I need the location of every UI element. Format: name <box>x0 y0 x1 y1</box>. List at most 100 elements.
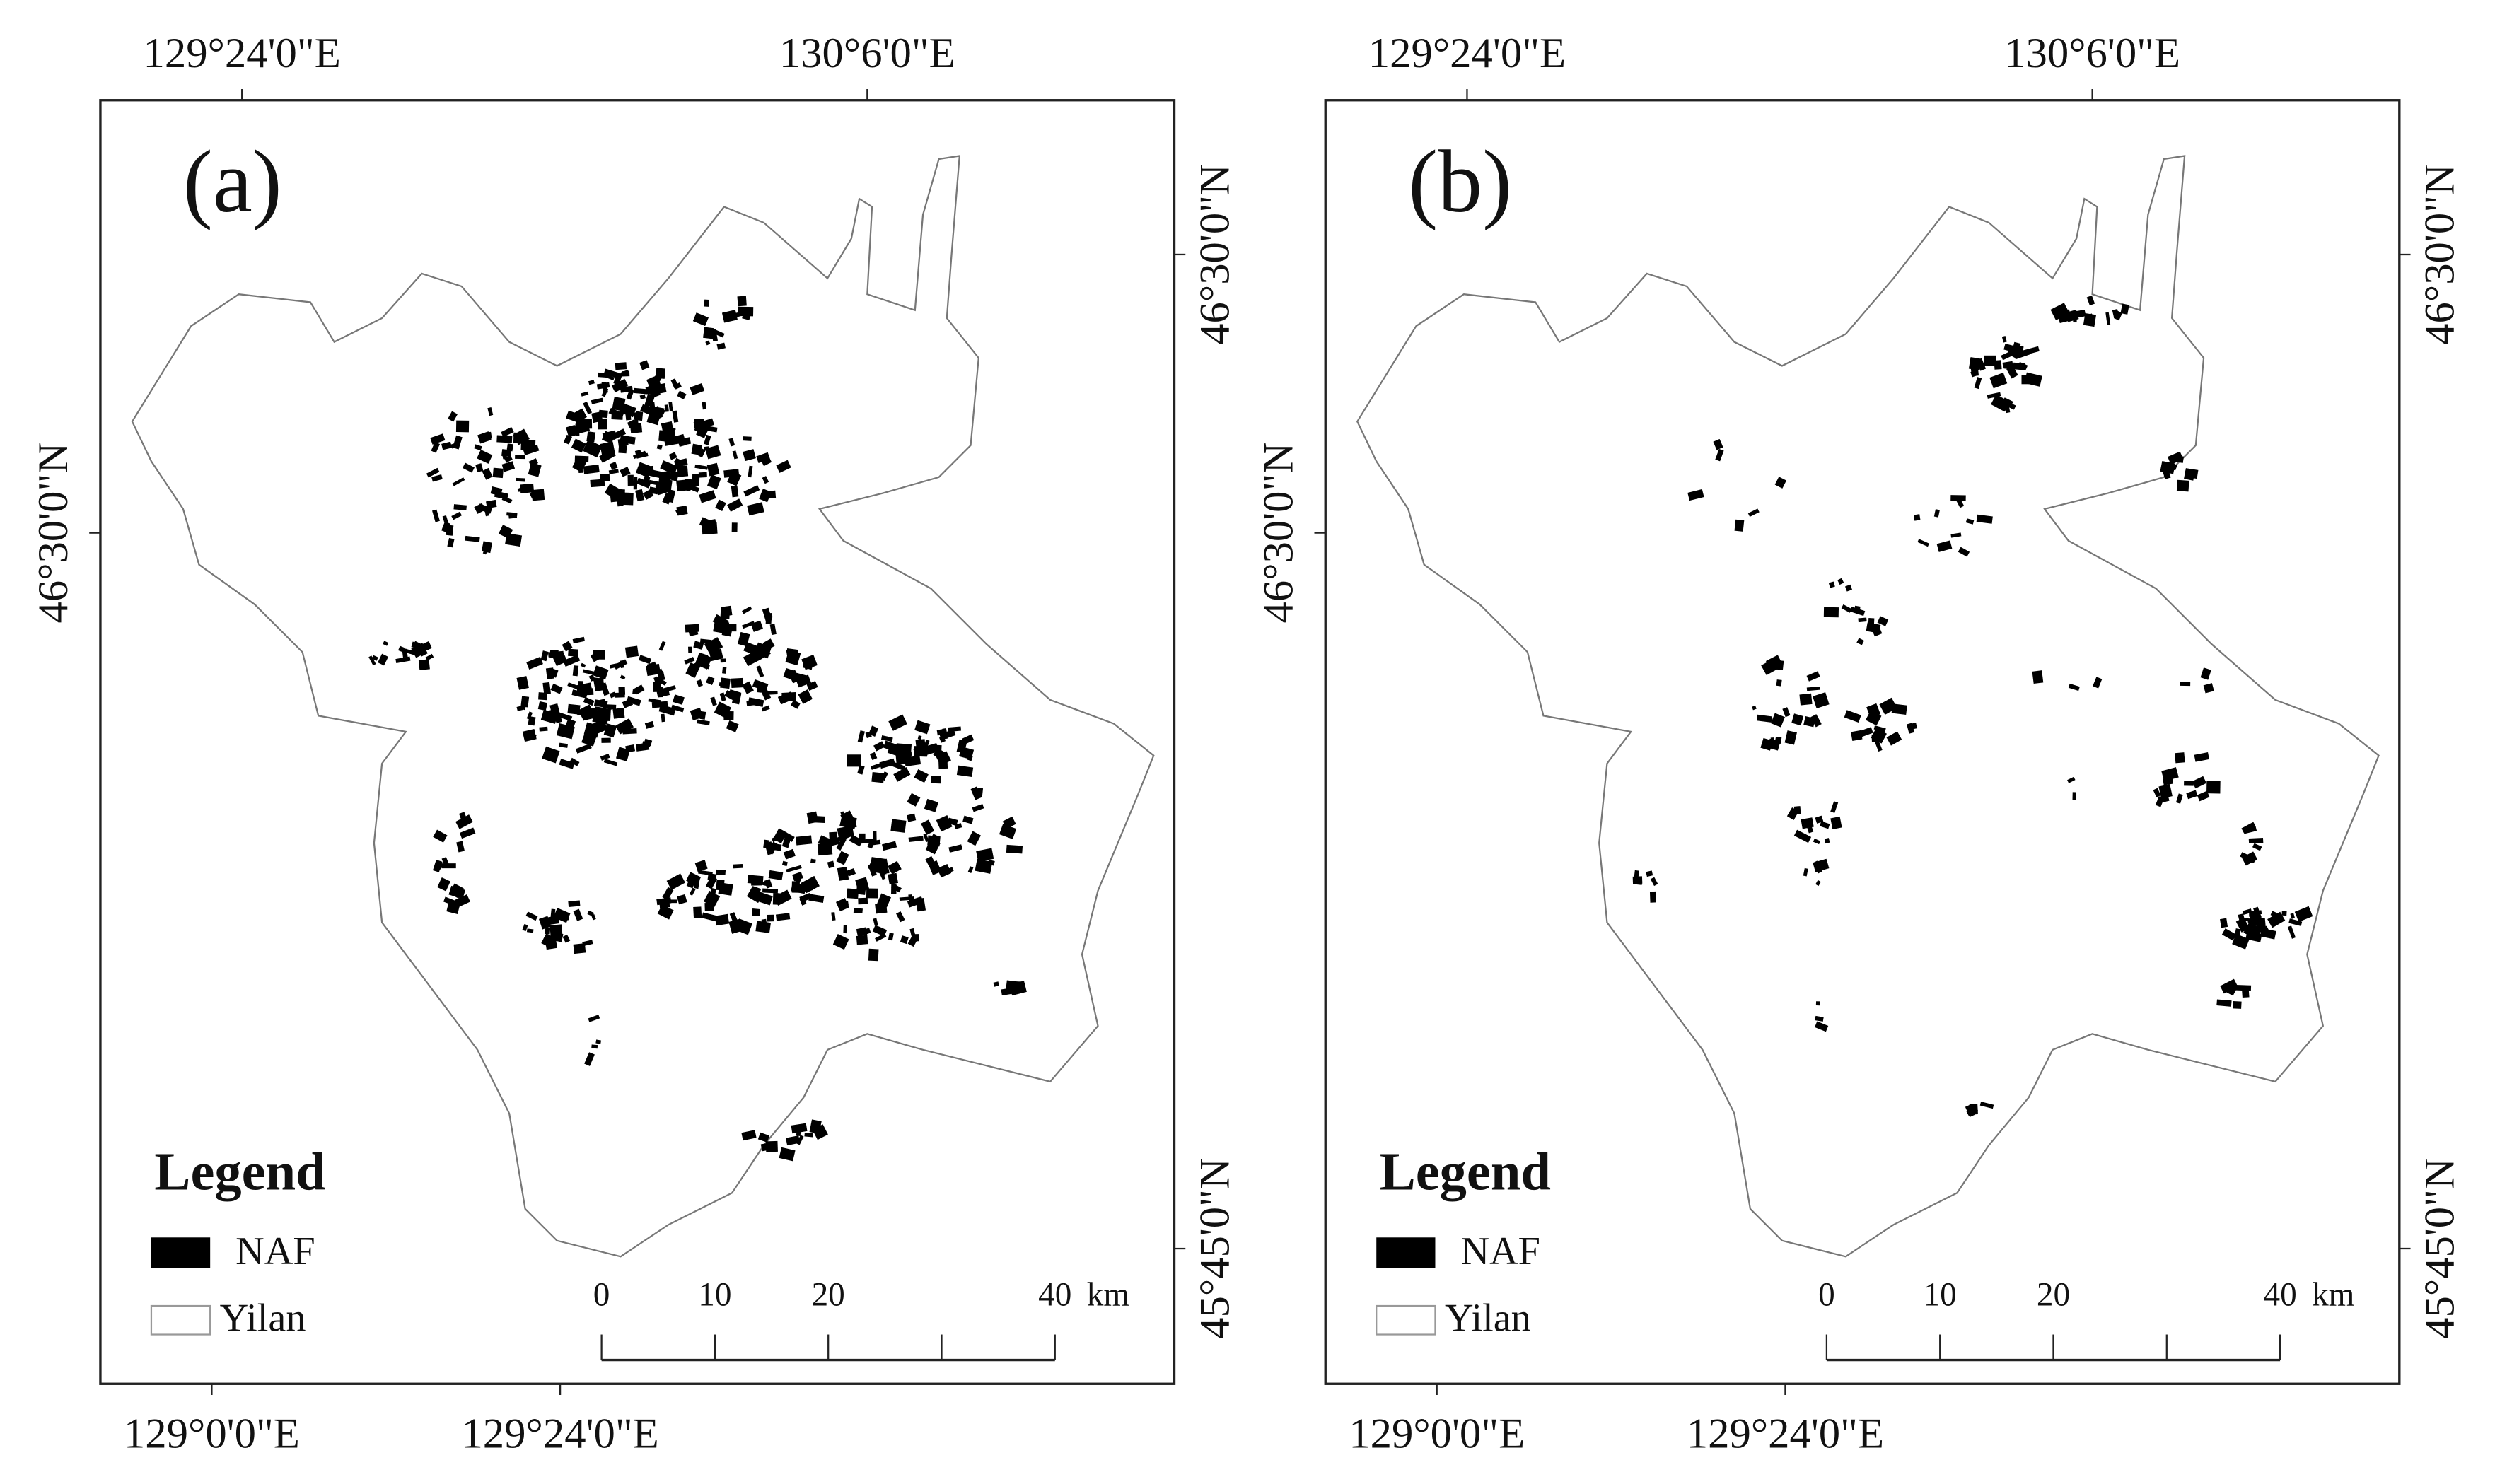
naf-patch <box>879 758 896 769</box>
naf-patch <box>873 831 877 843</box>
naf-patch <box>542 682 551 695</box>
coord-label: 129°24'0"E <box>1368 30 1566 77</box>
naf-patch <box>640 404 653 415</box>
naf-patch <box>596 382 610 390</box>
naf-patch <box>644 738 653 747</box>
legend-swatch <box>151 1237 211 1268</box>
naf-patch <box>549 709 557 721</box>
naf-patch <box>896 911 905 923</box>
naf-patch <box>498 525 513 539</box>
naf-patch <box>715 499 726 511</box>
naf-patch <box>716 880 725 891</box>
naf-patch <box>1687 489 1704 501</box>
naf-patch <box>1869 626 1876 632</box>
naf-patch <box>728 689 742 700</box>
naf-patch <box>976 848 994 863</box>
naf-patch <box>783 848 796 860</box>
legend-title: Legend <box>1380 1141 1551 1201</box>
naf-patch <box>2242 908 2252 916</box>
naf-patch <box>541 933 558 950</box>
naf-patch <box>378 653 389 666</box>
naf-patch <box>2241 851 2258 866</box>
naf-patch <box>921 819 935 835</box>
naf-patch <box>726 624 737 632</box>
coord-label: 45°45'0"N <box>1191 1158 1238 1339</box>
naf-patch <box>1820 821 1830 829</box>
naf-patch <box>1756 714 1772 723</box>
naf-patch <box>684 656 695 665</box>
naf-patch <box>743 436 752 441</box>
naf-patch <box>552 653 568 667</box>
naf-patch <box>1866 703 1881 718</box>
naf-patch <box>2105 312 2111 325</box>
naf-patch <box>673 694 685 705</box>
naf-patch <box>490 486 503 496</box>
naf-patch <box>658 430 675 443</box>
naf-patch <box>677 465 689 477</box>
naf-patch <box>526 711 533 720</box>
naf-patch <box>395 656 411 664</box>
naf-patch <box>442 515 450 527</box>
naf-patch <box>1877 616 1889 626</box>
naf-patch <box>432 509 440 522</box>
naf-patch <box>691 443 702 455</box>
naf-patch <box>710 328 725 338</box>
legend-swatch <box>1376 1304 1436 1336</box>
naf-patch <box>569 757 580 766</box>
naf-patch <box>615 362 627 370</box>
naf-patch <box>465 535 480 542</box>
naf-patch <box>893 767 911 782</box>
naf-patch <box>1950 532 1962 538</box>
naf-patch <box>841 900 849 907</box>
naf-patch <box>1936 540 1953 552</box>
naf-patch <box>2203 683 2214 694</box>
naf-patch <box>689 887 696 896</box>
naf-patch <box>540 650 549 662</box>
naf-patch <box>2071 309 2086 319</box>
coord-label: 45°45'0"N <box>2417 1158 2464 1339</box>
naf-patch <box>644 400 651 407</box>
naf-patch <box>1970 370 1977 378</box>
naf-patch <box>1815 1001 1820 1006</box>
naf-patch <box>1650 877 1658 887</box>
naf-patch <box>936 751 951 766</box>
naf-patch <box>2180 682 2191 687</box>
naf-patch <box>786 865 802 873</box>
naf-patch <box>962 815 974 824</box>
naf-patch <box>2294 906 2313 922</box>
naf-patch <box>635 489 645 502</box>
naf-patch <box>779 829 795 842</box>
naf-patch <box>1837 578 1844 585</box>
coord-label: 129°0'0"E <box>124 1410 300 1458</box>
naf-patch <box>586 431 596 443</box>
naf-patch <box>2068 683 2080 691</box>
naf-patch <box>880 735 893 742</box>
naf-patch <box>693 641 704 650</box>
panel-label: (b) <box>1408 133 1512 231</box>
naf-patch <box>719 682 729 687</box>
naf-patch <box>930 776 941 784</box>
naf-patch <box>644 720 655 729</box>
naf-patch <box>411 645 422 658</box>
naf-patch <box>798 689 813 704</box>
naf-patch <box>756 892 773 906</box>
naf-patch <box>882 841 897 851</box>
naf-patch <box>2233 1000 2242 1009</box>
naf-patch <box>767 914 774 922</box>
naf-patch <box>843 925 847 934</box>
naf-patch <box>693 906 702 918</box>
naf-patch <box>658 641 666 651</box>
naf-patch <box>398 645 405 653</box>
naf-patch <box>583 401 593 415</box>
naf-patch <box>520 696 530 708</box>
naf-patch <box>2001 336 2007 343</box>
naf-patch <box>516 676 529 690</box>
naf-patch <box>930 744 942 751</box>
naf-patch <box>765 1140 778 1152</box>
naf-patch <box>455 420 470 433</box>
naf-patch <box>2225 982 2238 996</box>
naf-patch <box>2255 910 2262 915</box>
naf-patch <box>501 426 514 438</box>
naf-patch <box>2153 788 2161 797</box>
naf-patch <box>496 435 513 443</box>
